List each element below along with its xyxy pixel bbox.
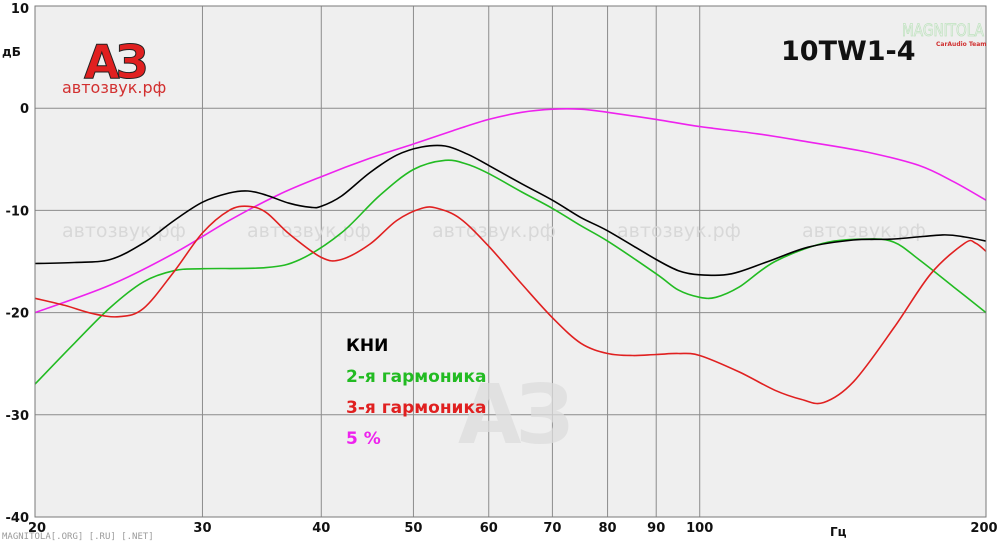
x-tick-label: 70	[543, 521, 561, 536]
y-tick-label: 10	[11, 2, 29, 17]
x-tick-label: 40	[312, 521, 330, 536]
watermark-text: автозвук.рф	[432, 220, 556, 242]
logo: АЗ автозвук.рф	[62, 35, 166, 98]
legend: КНИ 2-я гармоника 3-я гармоника 5 %	[346, 336, 486, 449]
legend-entry: 5 %	[346, 429, 381, 449]
series-line-2	[35, 205, 986, 405]
series-line-0	[35, 144, 986, 277]
y-tick-label: -40	[6, 511, 30, 526]
logo-mark: АЗ	[84, 35, 146, 89]
footer-text: MAGNITOLA[.ORG] [.RU] [.NET]	[2, 532, 154, 542]
watermark-text: автозвук.рф	[617, 220, 741, 242]
corner-brand: MAGNITOLA CarAudio Team	[902, 21, 987, 48]
x-tick-label: 200	[970, 521, 997, 536]
x-axis-label: Гц	[830, 525, 847, 539]
x-tick-label: 30	[193, 521, 211, 536]
y-tick-label: -10	[6, 204, 30, 219]
watermark-logo: АЗ	[458, 368, 568, 463]
corner-brand-name: MAGNITOLA	[902, 21, 984, 41]
y-tick-label: 0	[20, 102, 29, 117]
watermark-row: автозвук.рф автозвук.рф автозвук.рф авто…	[62, 220, 926, 242]
logo-site: автозвук.рф	[62, 78, 166, 97]
watermark-text: автозвук.рф	[247, 220, 371, 242]
vertical-gridlines	[201, 6, 701, 517]
series-curves	[35, 108, 986, 405]
legend-entry: 3-я гармоника	[346, 398, 486, 418]
y-tick-label: -20	[6, 307, 30, 322]
series-line-3	[35, 108, 986, 314]
series-line-1	[35, 159, 986, 385]
x-tick-label: 80	[599, 521, 617, 536]
x-tick-label: 50	[404, 521, 422, 536]
legend-entry: КНИ	[346, 336, 388, 356]
chart-title: 10TW1-4	[781, 36, 916, 67]
plot-frame	[34, 5, 987, 518]
watermark-text: автозвук.рф	[62, 220, 186, 242]
watermark-text: автозвук.рф	[802, 220, 926, 242]
x-tick-label: 20	[28, 521, 46, 536]
x-tick-label: 60	[480, 521, 498, 536]
x-tick-label: 100	[686, 521, 713, 536]
corner-brand-team: CarAudio Team	[936, 41, 987, 48]
horizontal-gridlines	[35, 107, 986, 416]
x-tick-label: 90	[647, 521, 665, 536]
legend-entry: 2-я гармоника	[346, 367, 486, 387]
plot-background	[35, 6, 986, 517]
y-axis-label: дБ	[2, 45, 21, 59]
y-tick-label: -30	[6, 409, 30, 424]
